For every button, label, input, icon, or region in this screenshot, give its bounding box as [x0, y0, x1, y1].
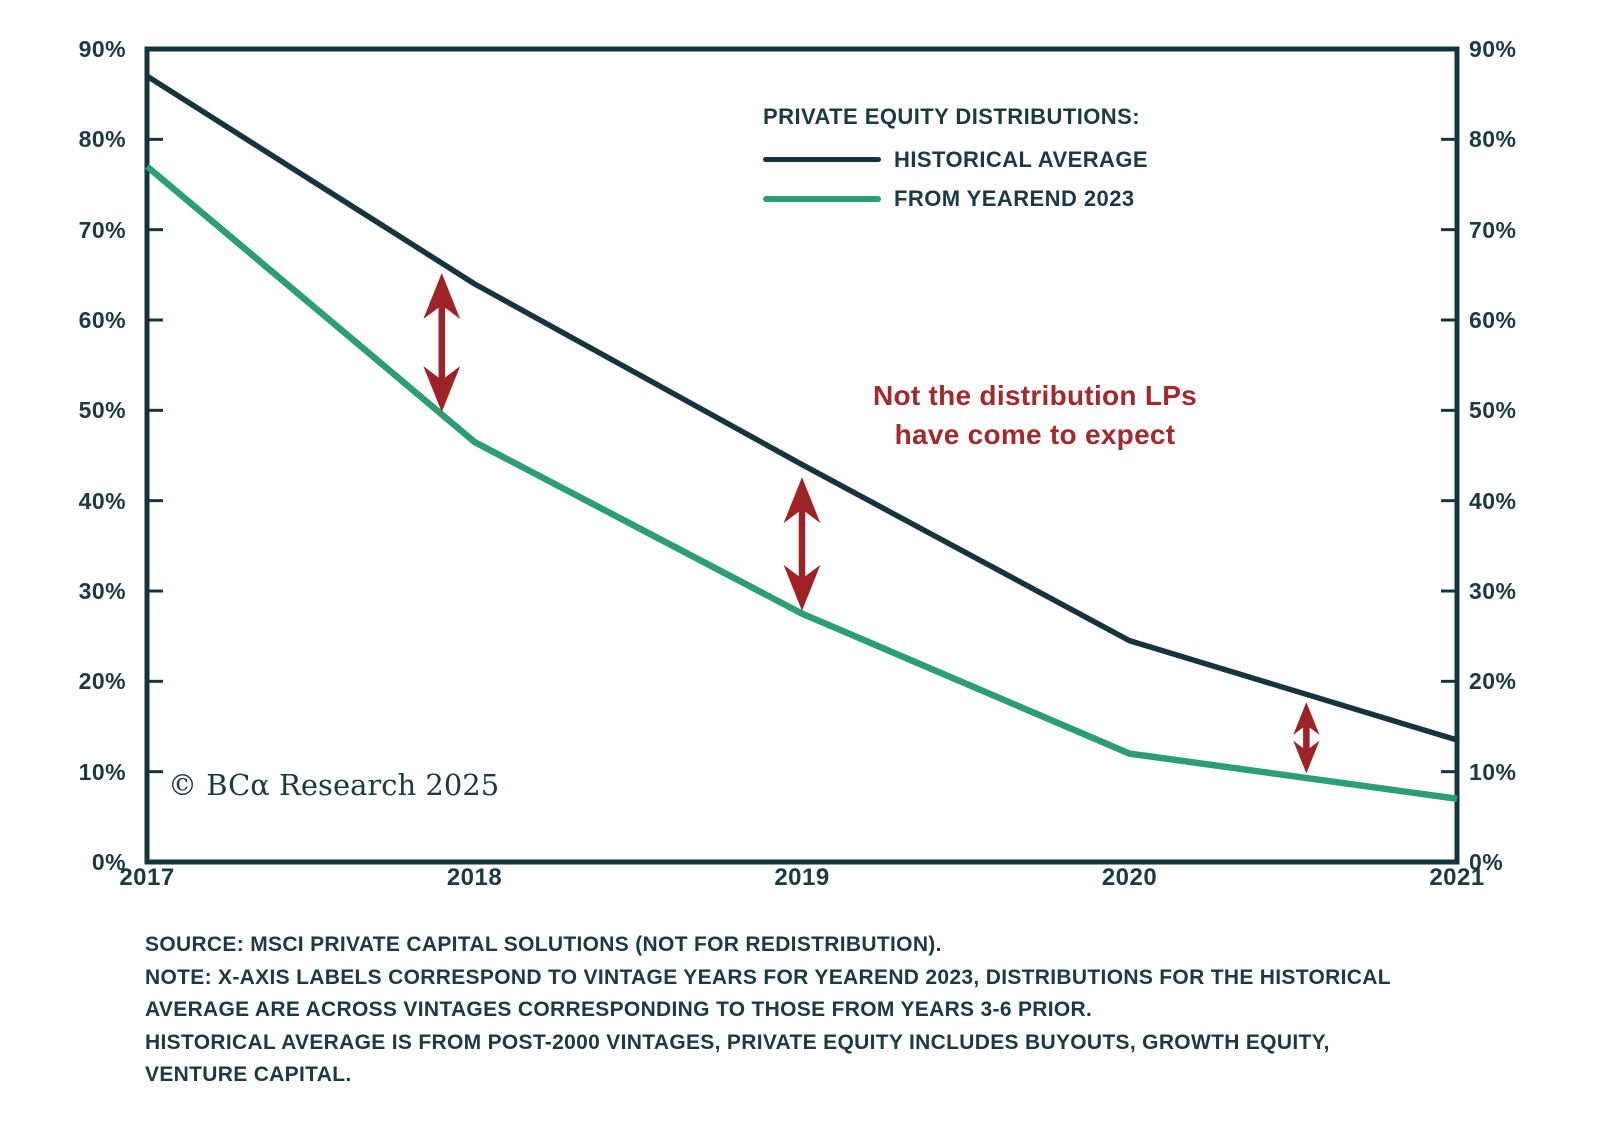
y-tick-label-left: 20% — [78, 668, 126, 695]
y-tick-label-left: 10% — [78, 758, 126, 785]
from-yearend-2023-line-sample — [763, 195, 881, 202]
y-tick-label-right: 70% — [1469, 216, 1517, 243]
x-tick-label: 2020 — [1101, 864, 1158, 891]
gap-arrow-head-up — [783, 477, 821, 524]
x-tick-label: 2017 — [119, 864, 175, 891]
y-tick-label-right: 0% — [1469, 849, 1504, 875]
legend-item-historical-average: HISTORICAL AVERAGE — [763, 140, 1148, 179]
plot-border — [144, 46, 1460, 865]
y-tick-label-left: 50% — [78, 397, 126, 424]
footnote-line: HISTORICAL AVERAGE IS FROM POST-2000 VIN… — [145, 1030, 1330, 1054]
footnotes: SOURCE: MSCI PRIVATE CAPITAL SOLUTIONS (… — [145, 929, 1391, 1092]
footnote-line: NOTE: X-AXIS LABELS CORRESPOND TO VINTAG… — [145, 965, 1391, 989]
x-tick-label: 2018 — [446, 864, 503, 891]
y-tick-label-right: 10% — [1469, 758, 1517, 785]
footnote-line: AVERAGE ARE ACROSS VINTAGES CORRESPONDIN… — [145, 998, 1093, 1022]
legend-title: PRIVATE EQUITY DISTRIBUTIONS: — [763, 104, 1141, 129]
legend-item-from-yearend-2023: FROM YEAREND 2023 — [763, 179, 1148, 218]
y-tick-label-right: 40% — [1469, 487, 1517, 514]
y-tick-label-left: 60% — [78, 307, 126, 333]
y-tick-label-right: 20% — [1469, 668, 1517, 695]
y-tick-label-right: 50% — [1469, 397, 1517, 424]
historical-average-line-sample — [763, 157, 881, 162]
legend-label: FROM YEAREND 2023 — [894, 185, 1135, 211]
y-tick-label-left: 80% — [78, 126, 126, 153]
series-line-historical-average — [145, 73, 1458, 743]
gap-arrow-head-up — [423, 273, 461, 320]
footnote-line: SOURCE: MSCI PRIVATE CAPITAL SOLUTIONS (… — [145, 933, 942, 956]
y-tick-label-right: 90% — [1469, 36, 1517, 62]
annotation-line: Not the distribution LPs — [872, 380, 1198, 411]
x-tick-label: 2019 — [774, 864, 830, 891]
y-tick-label-left: 90% — [78, 36, 126, 62]
y-tick-label-right: 30% — [1469, 578, 1517, 604]
y-tick-label-left: 40% — [78, 487, 126, 514]
copyright-notice: © BCα Research 2025 — [168, 768, 500, 802]
gap-arrow-head-down — [783, 564, 821, 611]
annotation: Not the distribution LPs have come to ex… — [818, 377, 1252, 454]
series-line-from-yearend-2023 — [144, 163, 1458, 802]
legend: PRIVATE EQUITY DISTRIBUTIONS: HISTORICAL… — [763, 104, 1148, 218]
gap-arrow-head-up — [1293, 702, 1320, 735]
x-tick-label: 2021 — [1429, 864, 1485, 891]
gap-arrow-head-down — [1293, 740, 1320, 774]
y-tick-label-right: 80% — [1469, 126, 1517, 153]
y-tick-label-left: 30% — [78, 578, 126, 604]
annotation-line: have come to expect — [894, 418, 1176, 450]
y-tick-label-right: 60% — [1469, 307, 1517, 333]
footnote-line: VENTURE CAPITAL. — [145, 1063, 352, 1087]
legend-label: HISTORICAL AVERAGE — [894, 146, 1149, 172]
gap-arrow-head-down — [423, 366, 461, 413]
y-tick-label-left: 0% — [91, 849, 126, 875]
y-tick-label-left: 70% — [78, 216, 126, 243]
